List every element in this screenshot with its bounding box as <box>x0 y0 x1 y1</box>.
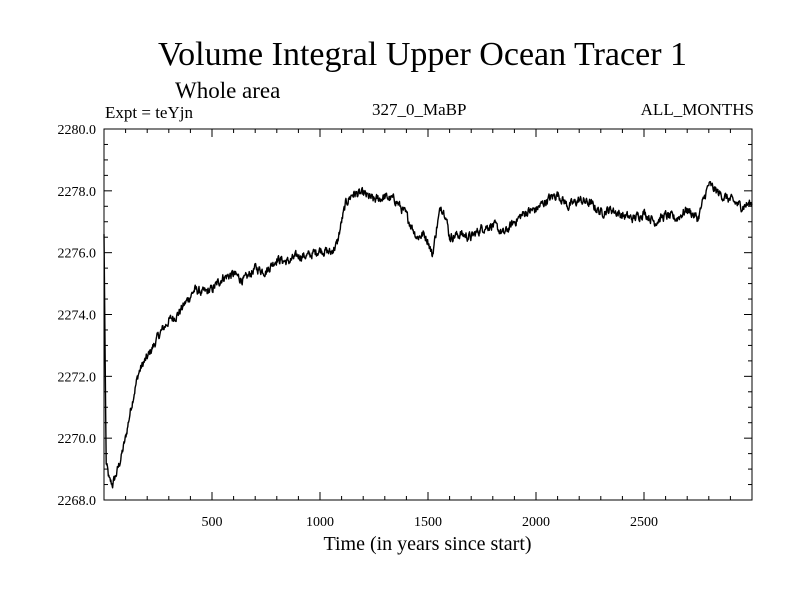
x-tick-label: 500 <box>202 515 223 530</box>
x-axis-label: Time (in years since start) <box>323 533 532 555</box>
x-tick-label: 1000 <box>306 515 334 530</box>
plot-frame <box>103 128 753 501</box>
y-tick-label: 2270.0 <box>58 432 97 447</box>
y-tick-label: 2272.0 <box>58 370 97 385</box>
x-tick-label: 2000 <box>522 515 550 530</box>
y-tick-label: 2276.0 <box>58 247 97 262</box>
tick-group <box>104 128 752 501</box>
x-tick-label: 2500 <box>630 515 658 530</box>
y-tick-label: 2274.0 <box>58 309 97 324</box>
x-tick-label: 1500 <box>414 515 442 530</box>
months-label: ALL_MONTHS <box>640 100 754 119</box>
chart-subtitle: Whole area <box>175 78 281 103</box>
experiment-label: Expt = teYjn <box>105 103 193 122</box>
y-tick-label: 2280.0 <box>58 123 97 138</box>
chart-title: Volume Integral Upper Ocean Tracer 1 <box>157 36 688 73</box>
y-tick-label: 2278.0 <box>58 185 97 200</box>
tick-label-group: 500 1000 1500 2000 2500 2268.0 2270.0 2272.0 227… <box>58 123 659 530</box>
series-line <box>103 181 753 489</box>
y-tick-label: 2268.0 <box>58 494 97 509</box>
period-label: 327_0_MaBP <box>372 100 467 119</box>
